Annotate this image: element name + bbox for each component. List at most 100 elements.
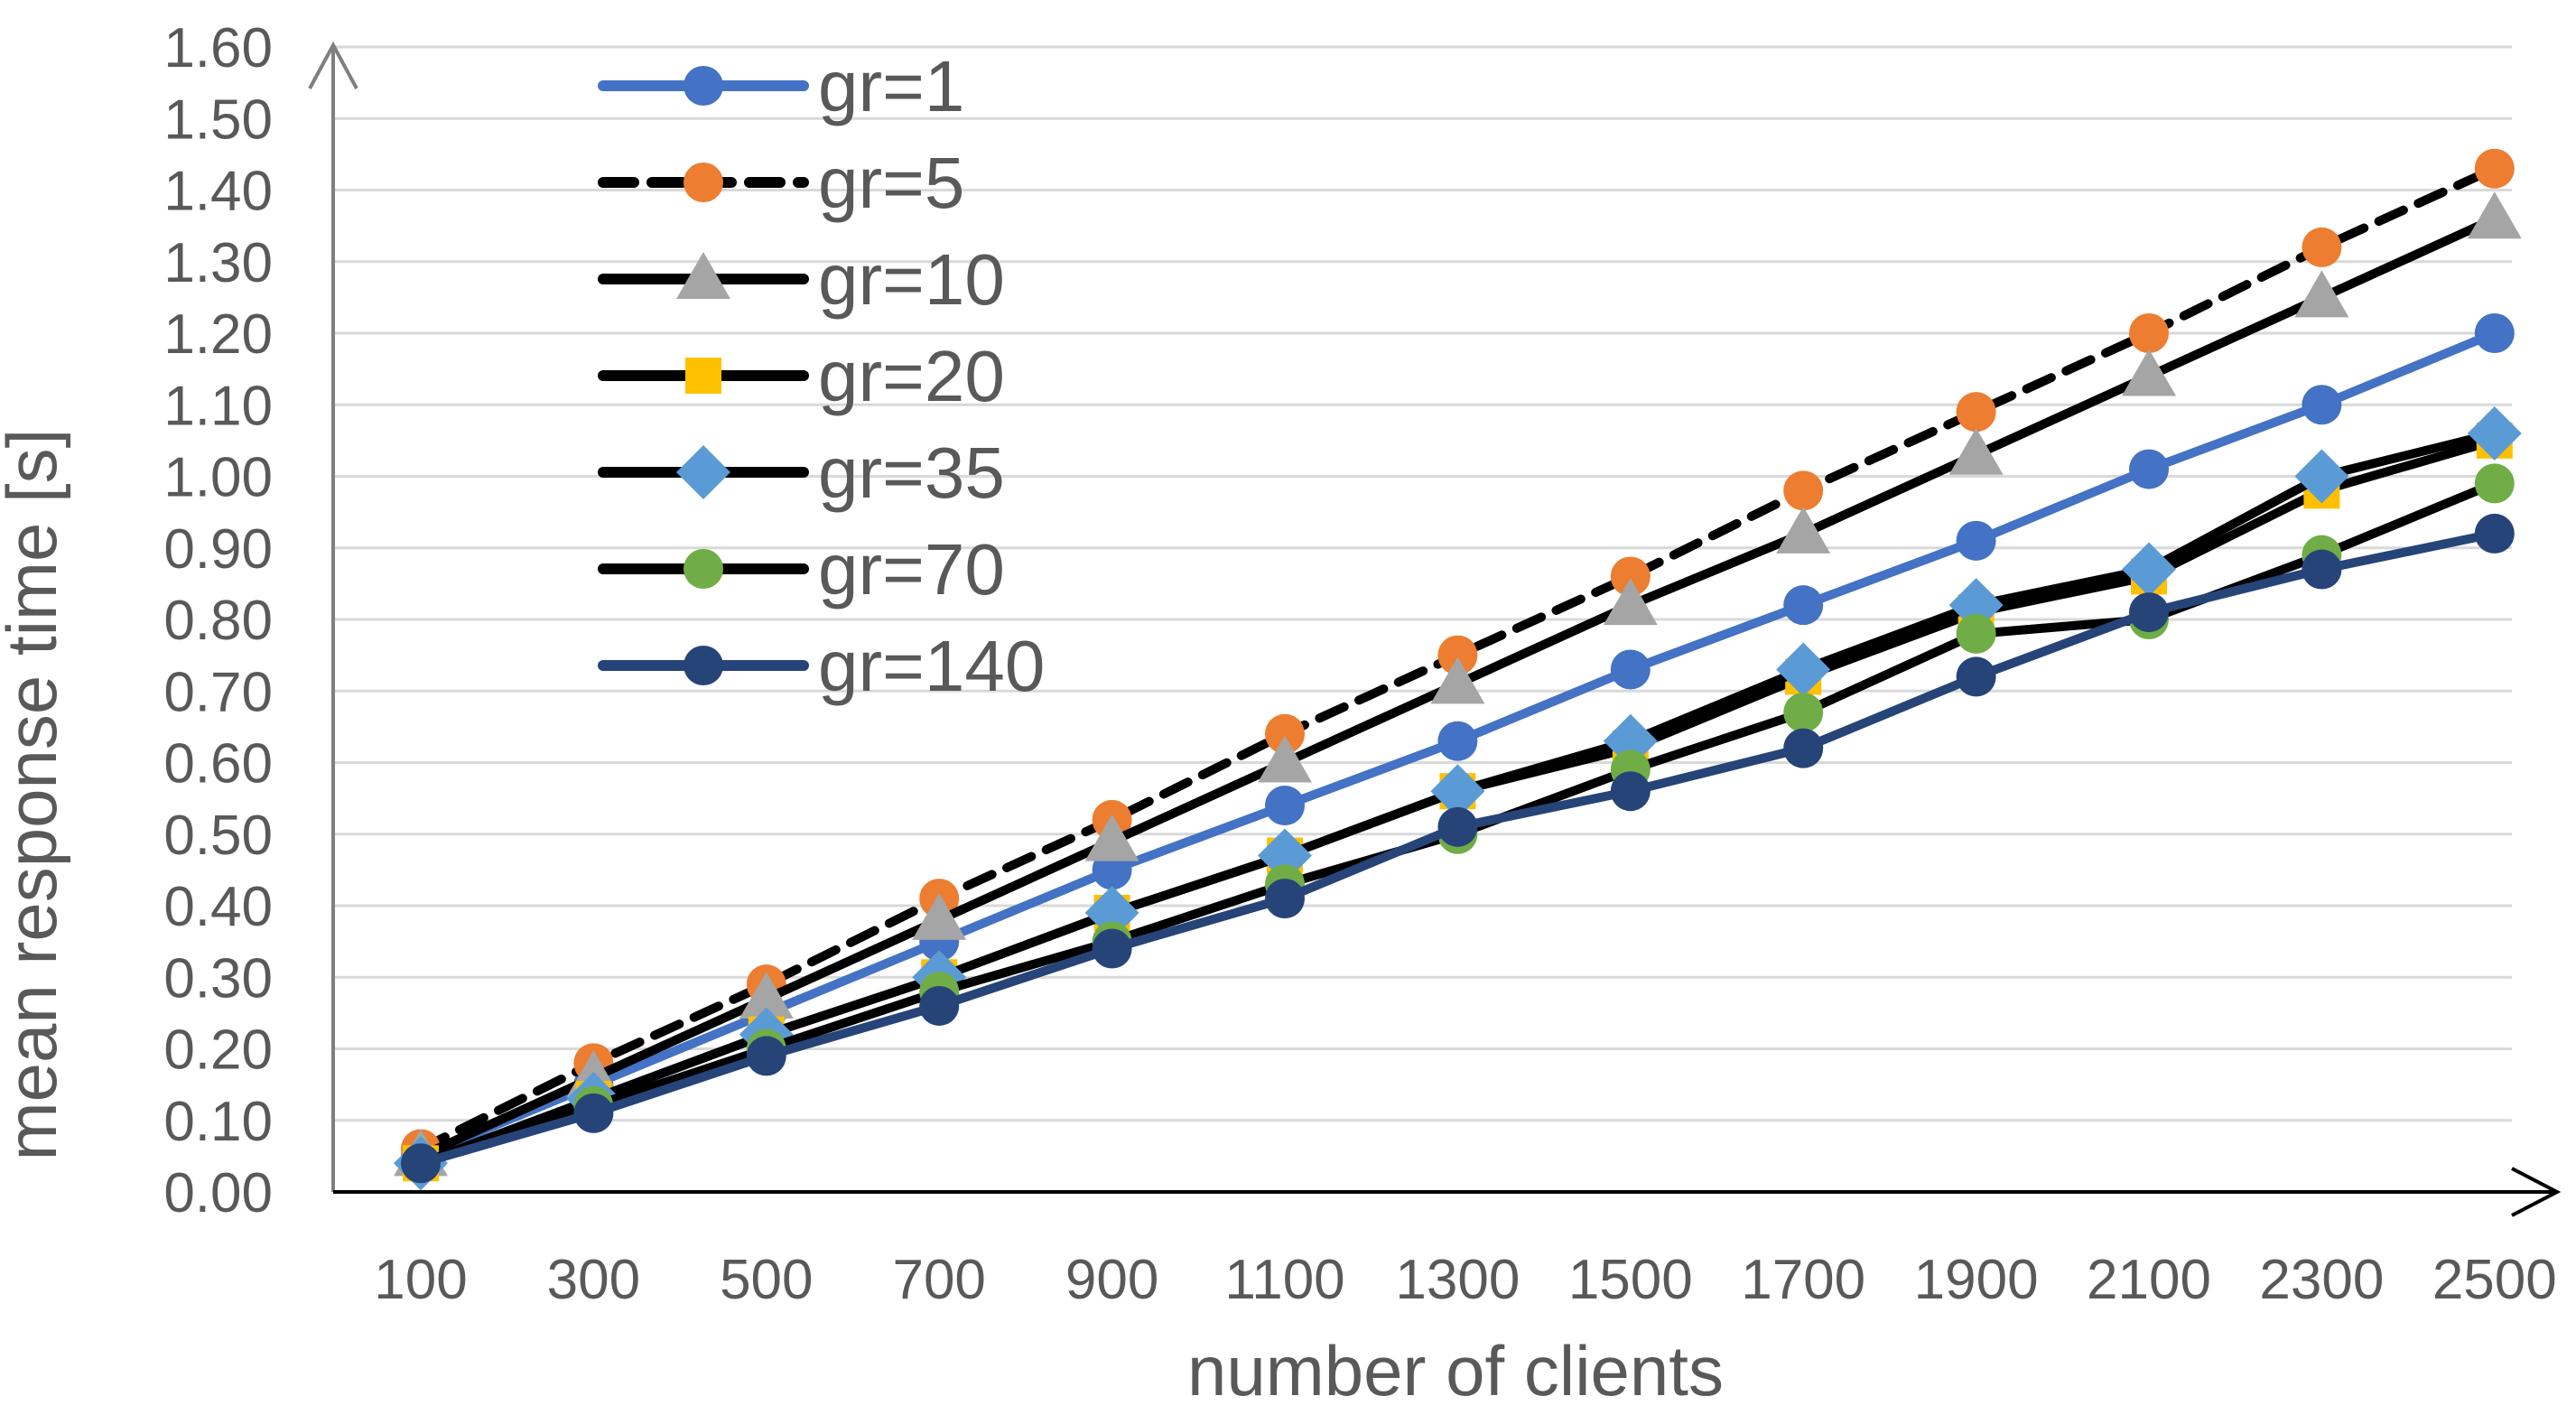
data-point (1610, 771, 1651, 812)
x-tick-label: 1900 (1914, 1249, 2039, 1311)
data-point (2467, 405, 2522, 461)
legend-entry: gr=1 (598, 46, 964, 126)
legend-label: gr=5 (818, 143, 964, 223)
y-tick-label: 1.10 (163, 375, 273, 437)
y-tick-label: 1.30 (163, 232, 273, 294)
legend-marker (676, 445, 730, 499)
data-point (1437, 721, 1478, 761)
series-gr-140 (401, 513, 2515, 1184)
legend-entry: gr=10 (598, 239, 1005, 320)
series-gr-10 (394, 191, 2522, 1177)
data-point (912, 892, 967, 940)
data-point (1610, 556, 1651, 597)
legend: gr=1 gr=5 gr=10 gr=20 gr=35 gr=70 gr=140 (598, 46, 1045, 706)
legend-marker (676, 252, 730, 299)
legend-marker (684, 549, 723, 589)
data-point (1783, 693, 1824, 733)
data-point (1956, 613, 1996, 654)
x-tick-label: 100 (374, 1249, 467, 1311)
data-point (401, 1143, 441, 1184)
data-point (2122, 542, 2176, 597)
x-tick-label: 300 (547, 1249, 640, 1311)
data-point (2474, 513, 2515, 554)
data-point (1956, 392, 1996, 433)
y-tick-label: 1.40 (163, 161, 273, 223)
data-point (1783, 470, 1824, 511)
legend-marker (685, 358, 721, 394)
data-point (2122, 349, 2176, 396)
y-tick-label: 0.40 (163, 876, 273, 938)
legend-label: gr=20 (818, 336, 1005, 416)
legend-entry: gr=140 (598, 626, 1045, 706)
data-point (2129, 313, 2169, 353)
data-point (739, 972, 794, 1019)
legend-label: gr=140 (818, 626, 1045, 706)
y-axis-arrow-icon (308, 41, 358, 89)
legend-marker (684, 66, 723, 106)
y-tick-label: 1.60 (163, 17, 273, 79)
data-point (1258, 828, 1312, 883)
x-tick-label: 500 (720, 1249, 813, 1311)
y-axis-title: mean response time [s] (0, 429, 71, 1161)
y-tick-label: 0.30 (163, 947, 273, 1010)
data-point (1783, 585, 1824, 626)
y-tick-label: 1.20 (163, 303, 273, 366)
y-tick-label: 0.90 (163, 518, 273, 581)
data-point (1610, 649, 1651, 690)
data-point (2302, 385, 2342, 425)
data-point (1092, 928, 1132, 969)
x-axis-title: number of clients (1187, 1331, 1724, 1410)
data-point (919, 985, 960, 1026)
legend-marker (684, 646, 723, 685)
data-point (1265, 879, 1305, 919)
legend-entry: gr=70 (598, 529, 1005, 610)
data-point (2129, 449, 2169, 489)
data-point (2294, 270, 2349, 318)
data-point (1430, 764, 1485, 819)
data-point (1956, 520, 1996, 561)
legend-label: gr=10 (818, 239, 1005, 320)
legend-entry: gr=20 (598, 336, 1005, 416)
legend-marker (684, 163, 723, 202)
data-point (2467, 191, 2522, 239)
x-tick-labels: 100 300 500 700 900 1100 1300 1500 1700 1900 2100 2… (374, 1249, 2556, 1311)
y-tick-label: 0.20 (163, 1019, 273, 1082)
y-tick-label: 0.00 (163, 1162, 273, 1224)
data-series (394, 148, 2522, 1191)
x-tick-label: 2100 (2087, 1249, 2211, 1311)
data-point (2474, 313, 2515, 353)
x-tick-label: 1500 (1568, 1249, 1693, 1311)
x-tick-label: 2500 (2432, 1249, 2557, 1311)
x-axis-arrow-icon (2511, 1167, 2562, 1217)
data-point (1776, 642, 1831, 697)
data-point (2302, 549, 2342, 590)
legend-label: gr=1 (818, 46, 964, 126)
legend-entry: gr=35 (598, 433, 1005, 513)
legend-entry: gr=5 (598, 143, 964, 223)
data-point (1956, 656, 1996, 697)
data-point (1776, 506, 1831, 554)
data-point (1603, 578, 1658, 626)
data-point (2129, 592, 2169, 633)
y-tick-labels: 0.00 0.10 0.20 0.30 0.40 0.50 0.60 0.70 0.80 0.90… (163, 17, 273, 1224)
x-tick-label: 900 (1065, 1249, 1158, 1311)
data-point (1430, 656, 1485, 704)
x-tick-label: 1100 (1224, 1249, 1344, 1311)
data-point (2474, 148, 2515, 189)
data-point (573, 1093, 614, 1133)
axes (308, 41, 2562, 1217)
y-tick-label: 0.70 (163, 661, 273, 723)
x-tick-label: 2300 (2259, 1249, 2384, 1311)
data-point (1603, 713, 1658, 768)
series-gr-1 (401, 313, 2515, 1177)
data-point (2294, 449, 2349, 504)
y-tick-label: 0.50 (163, 805, 273, 867)
data-point (1437, 635, 1478, 675)
y-tick-label: 0.10 (163, 1091, 273, 1153)
x-tick-label: 1700 (1741, 1249, 1865, 1311)
data-point (1437, 806, 1478, 847)
legend-label: gr=70 (818, 529, 1005, 610)
data-point (1265, 786, 1305, 826)
data-point (1265, 713, 1305, 754)
